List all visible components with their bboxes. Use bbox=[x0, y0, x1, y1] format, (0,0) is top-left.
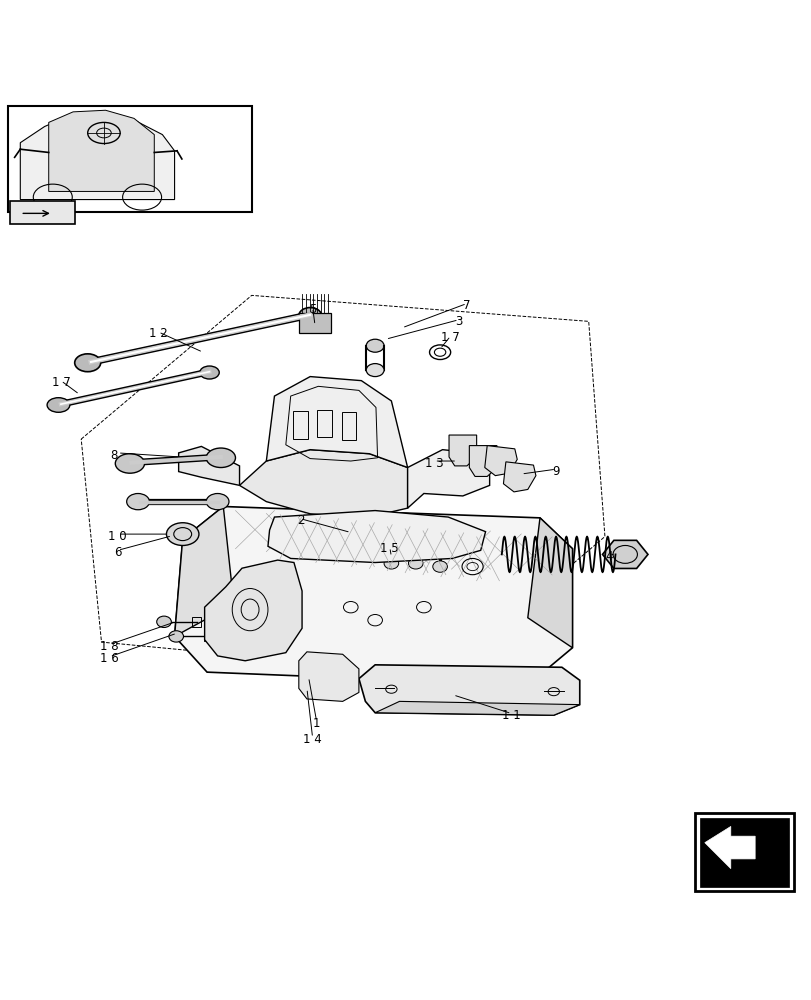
Text: 6: 6 bbox=[114, 546, 122, 559]
Polygon shape bbox=[268, 511, 485, 563]
Bar bbox=[204, 632, 213, 641]
Polygon shape bbox=[704, 826, 754, 869]
Ellipse shape bbox=[127, 494, 149, 510]
Text: 1 0: 1 0 bbox=[109, 530, 127, 543]
Ellipse shape bbox=[366, 339, 384, 352]
Text: 1 2: 1 2 bbox=[148, 327, 168, 340]
Ellipse shape bbox=[298, 308, 321, 324]
Polygon shape bbox=[602, 540, 647, 568]
Polygon shape bbox=[174, 506, 234, 636]
Bar bbox=[293, 411, 307, 439]
Bar bbox=[298, 313, 331, 333]
Ellipse shape bbox=[408, 558, 423, 569]
Polygon shape bbox=[503, 462, 535, 492]
Text: 1 7: 1 7 bbox=[440, 331, 460, 344]
Text: 1 4: 1 4 bbox=[303, 733, 322, 746]
Bar bbox=[699, 818, 788, 887]
Ellipse shape bbox=[200, 366, 219, 379]
Text: 1 1: 1 1 bbox=[501, 709, 521, 722]
Text: 1 7: 1 7 bbox=[51, 376, 71, 389]
Ellipse shape bbox=[206, 494, 229, 510]
Text: 1 6: 1 6 bbox=[100, 652, 119, 665]
Ellipse shape bbox=[432, 561, 447, 572]
Text: 2: 2 bbox=[296, 514, 304, 527]
Polygon shape bbox=[239, 450, 407, 518]
Polygon shape bbox=[266, 377, 407, 468]
Bar bbox=[10, 201, 75, 224]
Ellipse shape bbox=[157, 616, 171, 627]
Polygon shape bbox=[204, 560, 302, 661]
Text: 7: 7 bbox=[462, 299, 470, 312]
Polygon shape bbox=[298, 652, 358, 701]
Polygon shape bbox=[178, 446, 239, 485]
Bar bbox=[8, 106, 251, 212]
Polygon shape bbox=[407, 450, 489, 508]
Ellipse shape bbox=[115, 454, 144, 473]
Ellipse shape bbox=[169, 631, 183, 642]
Ellipse shape bbox=[166, 523, 199, 545]
Text: 1 5: 1 5 bbox=[380, 542, 398, 555]
Polygon shape bbox=[20, 112, 174, 200]
Polygon shape bbox=[375, 701, 579, 715]
Polygon shape bbox=[49, 110, 154, 191]
Polygon shape bbox=[527, 518, 572, 648]
Ellipse shape bbox=[384, 527, 398, 538]
Bar bbox=[341, 412, 356, 440]
Text: 8: 8 bbox=[109, 449, 118, 462]
Polygon shape bbox=[448, 435, 476, 466]
Text: 3: 3 bbox=[454, 315, 462, 328]
Bar bbox=[317, 410, 332, 437]
Ellipse shape bbox=[75, 354, 101, 372]
Text: 4: 4 bbox=[604, 550, 612, 563]
Text: 5: 5 bbox=[308, 303, 316, 316]
Ellipse shape bbox=[206, 448, 235, 468]
Text: 1 3: 1 3 bbox=[425, 457, 443, 470]
Polygon shape bbox=[358, 665, 579, 715]
Ellipse shape bbox=[432, 530, 447, 541]
Bar bbox=[191, 617, 201, 627]
Ellipse shape bbox=[366, 364, 384, 377]
Text: 9: 9 bbox=[551, 465, 560, 478]
Ellipse shape bbox=[47, 398, 70, 412]
Bar bbox=[694, 813, 793, 891]
Polygon shape bbox=[174, 506, 572, 685]
Polygon shape bbox=[469, 446, 496, 476]
Ellipse shape bbox=[384, 558, 398, 569]
Text: 1 8: 1 8 bbox=[101, 640, 118, 653]
Text: 1: 1 bbox=[312, 717, 320, 730]
Ellipse shape bbox=[408, 527, 423, 538]
Polygon shape bbox=[484, 446, 517, 476]
